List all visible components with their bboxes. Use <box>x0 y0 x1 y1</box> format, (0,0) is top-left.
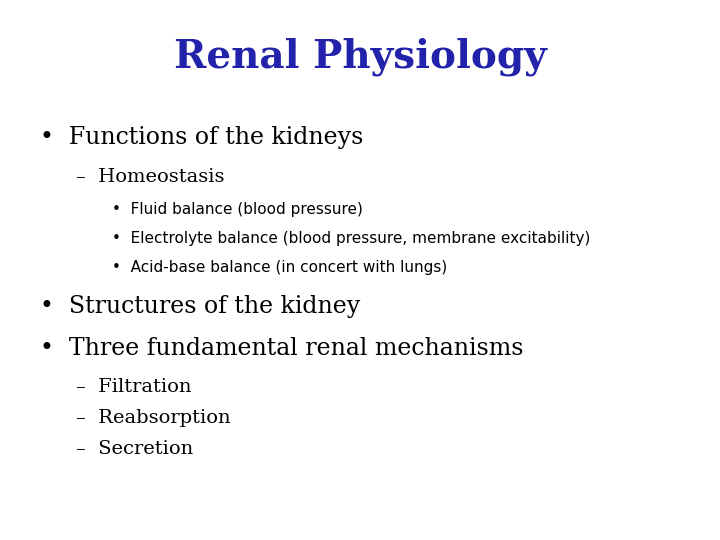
Text: •  Fluid balance (blood pressure): • Fluid balance (blood pressure) <box>112 202 362 217</box>
Text: •  Three fundamental renal mechanisms: • Three fundamental renal mechanisms <box>40 337 523 360</box>
Text: Renal Physiology: Renal Physiology <box>174 37 546 76</box>
Text: •  Functions of the kidneys: • Functions of the kidneys <box>40 126 363 149</box>
Text: •  Structures of the kidney: • Structures of the kidney <box>40 295 360 318</box>
Text: –  Reabsorption: – Reabsorption <box>76 409 230 427</box>
Text: •  Electrolyte balance (blood pressure, membrane excitability): • Electrolyte balance (blood pressure, m… <box>112 231 590 246</box>
Text: –  Homeostasis: – Homeostasis <box>76 168 224 186</box>
Text: –  Secretion: – Secretion <box>76 440 193 458</box>
Text: –  Filtration: – Filtration <box>76 377 191 396</box>
Text: •  Acid-base balance (in concert with lungs): • Acid-base balance (in concert with lun… <box>112 260 447 275</box>
